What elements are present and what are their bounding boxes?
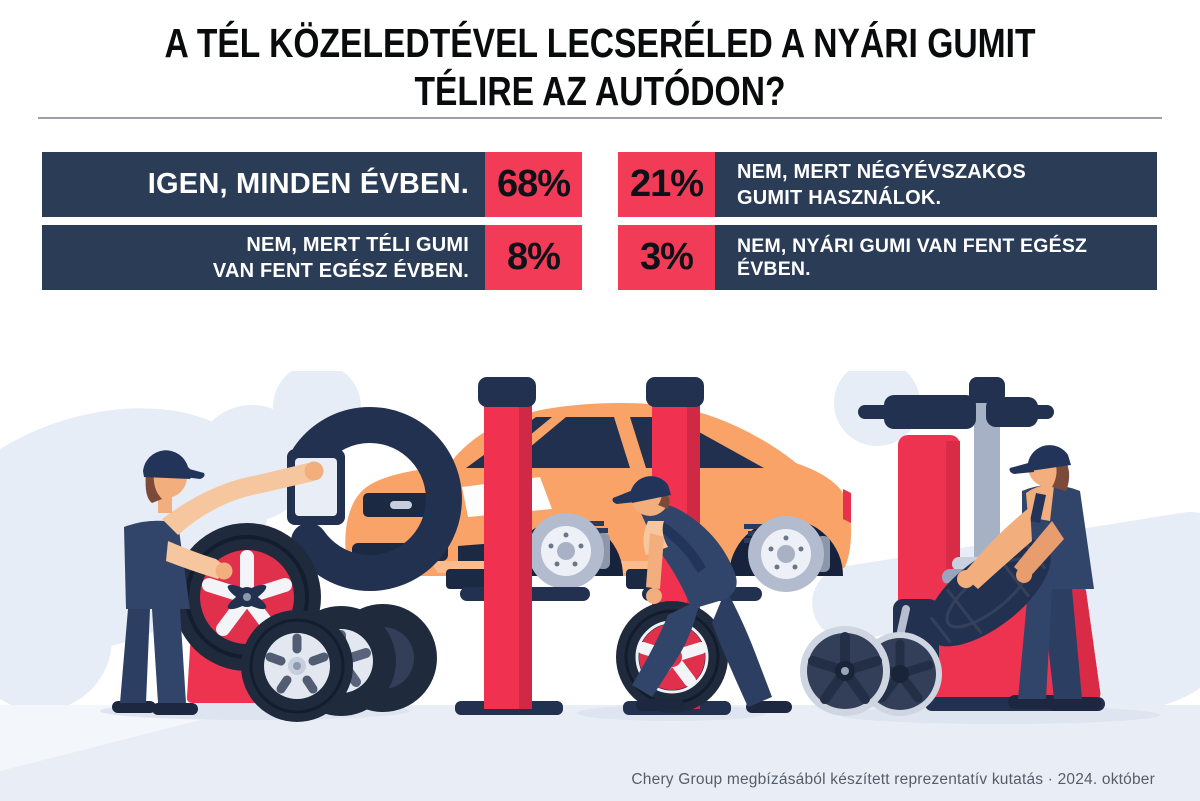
garage-illustration	[0, 371, 1200, 801]
arm-back	[1014, 521, 1064, 579]
mechanic-rolling-tire	[612, 476, 792, 713]
floor	[0, 702, 1200, 801]
stat-label-box: IGEN, MINDEN ÉVBEN.	[42, 152, 485, 217]
stat-label-box: NEM, MERT TÉLI GUMI VAN FENT EGÉSZ ÉVBEN…	[42, 225, 485, 290]
stat-label: NEM, MERT TÉLI GUMI VAN FENT EGÉSZ ÉVBEN…	[212, 233, 469, 282]
stat-value: 21%	[618, 152, 715, 217]
car-b-pillar	[614, 417, 646, 468]
arm-lower	[166, 541, 226, 579]
stat-label-box: NEM, MERT NÉGYÉVSZAKOS GUMIT HASZNÁLOK.	[715, 152, 1157, 217]
alloy-wheels	[800, 626, 942, 716]
car-tail-light	[843, 489, 851, 523]
title-divider	[38, 117, 1162, 119]
stat-value: 68%	[485, 152, 582, 217]
brake-disc-front	[528, 513, 610, 589]
brake-disc-rear	[748, 516, 830, 592]
cap	[1028, 445, 1071, 471]
stat-label: NEM, NYÁRI GUMI VAN FENT EGÉSZ ÉVBEN.	[737, 234, 1088, 280]
stat-label-box: NEM, NYÁRI GUMI VAN FENT EGÉSZ ÉVBEN.	[715, 225, 1157, 290]
stat-value: 3%	[618, 225, 715, 290]
hand	[957, 570, 975, 588]
survey-results: IGEN, MINDEN ÉVBEN. 68% 21% NEM, MERT NÉ…	[42, 152, 1157, 290]
mechanic-at-tire-changer	[925, 445, 1102, 711]
stat-label: IGEN, MINDEN ÉVBEN.	[147, 168, 469, 200]
title-line-2: TÉLIRE AZ AUTÓDON?	[414, 67, 786, 114]
stat-bar-1: IGEN, MINDEN ÉVBEN. 68%	[42, 152, 582, 217]
cap	[143, 450, 194, 479]
stat-bar-4: 3% NEM, NYÁRI GUMI VAN FENT EGÉSZ ÉVBEN.	[618, 225, 1157, 290]
tire-stack	[241, 604, 437, 722]
stat-label: NEM, MERT NÉGYÉVSZAKOS GUMIT HASZNÁLOK.	[737, 160, 1026, 209]
attribution-text: Chery Group megbízásából készített repre…	[631, 771, 1155, 788]
stat-value: 8%	[485, 225, 582, 290]
hair	[145, 471, 162, 503]
arm-front	[962, 507, 1032, 589]
hand	[304, 461, 324, 481]
page-title: A TÉL KÖZELEDTÉVEL LECSERÉLED A NYÁRI GU…	[0, 20, 1200, 115]
stat-bar-2: 21% NEM, MERT NÉGYÉVSZAKOS GUMIT HASZNÁL…	[618, 152, 1157, 217]
lift-post-left	[455, 377, 563, 715]
arm	[646, 533, 664, 589]
arm-upper	[162, 463, 314, 535]
balancer-arm	[291, 407, 462, 591]
stat-bar-3: NEM, MERT TÉLI GUMI VAN FENT EGÉSZ ÉVBEN…	[42, 225, 582, 290]
hand	[646, 588, 662, 604]
cap	[630, 476, 671, 503]
mechanic-at-wheel-balancer	[112, 450, 324, 715]
title-line-1: A TÉL KÖZELEDTÉVEL LECSERÉLED A NYÁRI GU…	[164, 20, 1036, 66]
